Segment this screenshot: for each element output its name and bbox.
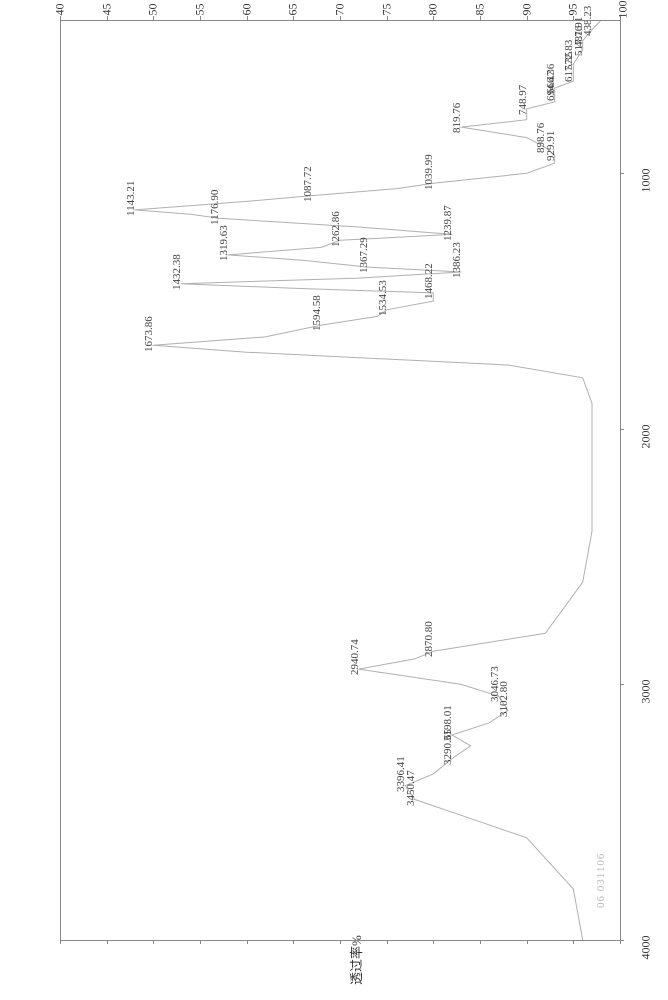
ir-spectrum-figure: 透过率% 波数 (cm-1) 06 031106 404550556065707… — [0, 0, 668, 1000]
peak-label: 3290.65 — [442, 729, 454, 765]
spectrum-curve — [60, 20, 620, 940]
x-tick-label: 60 — [239, 4, 254, 16]
axis-line — [60, 20, 61, 940]
peak-label: 2940.74 — [349, 640, 361, 676]
peak-label: 2870.80 — [423, 622, 435, 658]
y-tick — [620, 940, 624, 941]
peak-label: 1143.21 — [125, 181, 137, 216]
axis-line — [620, 20, 621, 940]
x-tick-label: 90 — [519, 4, 534, 16]
x-tick-label: 65 — [286, 4, 301, 16]
x-tick-label: 50 — [146, 4, 161, 16]
x-tick-label: 75 — [379, 4, 394, 16]
peak-label: 3102.80 — [498, 681, 510, 717]
axis-line — [60, 20, 620, 21]
peak-label: 1367.29 — [358, 237, 370, 273]
plot-area — [60, 20, 620, 940]
ir-curve — [135, 20, 602, 940]
side-note: 06 031106 — [595, 852, 607, 907]
peak-label: 1239.87 — [442, 205, 454, 241]
y-tick-label: 4000 — [639, 936, 654, 960]
x-tick-label: 55 — [193, 4, 208, 16]
x-tick-label: 80 — [426, 4, 441, 16]
y-tick-label: 3000 — [639, 680, 654, 704]
peak-label: 819.76 — [451, 103, 463, 133]
peak-label: 617.35 — [563, 51, 575, 81]
peak-label: 694.47 — [545, 71, 557, 101]
peak-label: 1534.53 — [377, 280, 389, 316]
peak-label: 748.97 — [517, 85, 529, 115]
peak-label: 1176.90 — [209, 189, 221, 224]
peak-label: 1386.23 — [451, 242, 463, 278]
peak-label: 1432.38 — [171, 254, 183, 290]
peak-label: 1673.86 — [143, 316, 155, 352]
x-tick-label: 100 — [616, 1, 631, 19]
peak-label: 1262.86 — [330, 211, 342, 247]
peak-label: 1594.58 — [311, 296, 323, 332]
x-tick-label: 95 — [566, 4, 581, 16]
peak-label: 1039.99 — [423, 154, 435, 190]
peak-label: 1319.63 — [218, 225, 230, 261]
x-tick-label: 85 — [473, 4, 488, 16]
y-tick-label: 1000 — [639, 169, 654, 193]
peak-label: 1468.22 — [423, 263, 435, 299]
peak-label: 929.91 — [545, 131, 557, 161]
peak-label: 3450.47 — [405, 770, 417, 806]
x-tick-label: 70 — [333, 4, 348, 16]
peak-label: 1087.72 — [302, 166, 314, 202]
x-axis-title: 透过率% — [346, 935, 365, 985]
x-tick-label: 40 — [53, 4, 68, 16]
x-tick-label: 45 — [99, 4, 114, 16]
axis-line — [60, 940, 620, 941]
y-tick-label: 2000 — [639, 424, 654, 448]
